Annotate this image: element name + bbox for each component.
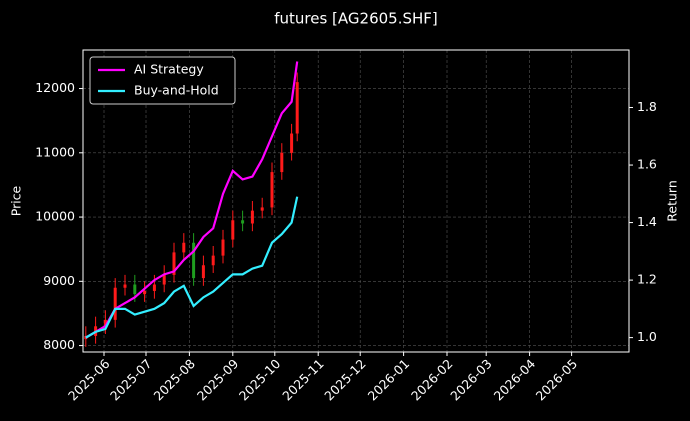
candle-body bbox=[260, 207, 264, 211]
y-tick-label: 11000 bbox=[35, 144, 75, 159]
candle-body bbox=[123, 284, 127, 288]
x-tick-label: 2025-08 bbox=[150, 356, 198, 404]
y2-tick-label: 1.4 bbox=[637, 214, 657, 229]
candle-body bbox=[172, 252, 176, 275]
candle-body bbox=[241, 220, 245, 224]
candle-body bbox=[221, 239, 225, 256]
candle-body bbox=[201, 265, 205, 279]
plot-frame bbox=[82, 49, 630, 353]
candle-body bbox=[231, 220, 235, 240]
y2-tick-label: 1.8 bbox=[637, 99, 657, 114]
y2-tick-label: 1.2 bbox=[637, 272, 657, 287]
x-tick-label: 2025-11 bbox=[279, 356, 327, 404]
x-tick-label: 2025-12 bbox=[321, 356, 369, 404]
candle-body bbox=[290, 133, 294, 153]
x-tick-label: 2025-10 bbox=[236, 356, 284, 404]
candle-body bbox=[192, 242, 196, 279]
candle-body bbox=[182, 242, 186, 253]
candle-body bbox=[280, 152, 284, 173]
candle-body bbox=[295, 82, 299, 134]
y-tick-label: 12000 bbox=[35, 80, 75, 95]
return-line bbox=[85, 196, 299, 339]
y2-tick-label: 1.6 bbox=[637, 157, 657, 172]
y2-tick-label: 1.0 bbox=[637, 329, 657, 344]
candle-body bbox=[133, 284, 137, 295]
y-tick-label: 9000 bbox=[43, 273, 75, 288]
chart-title: futures [AG2605.SHF] bbox=[274, 10, 438, 28]
y-tick-label: 10000 bbox=[35, 209, 75, 224]
candle-body bbox=[113, 287, 117, 320]
y2-axis-label: Return bbox=[665, 180, 680, 221]
legend-label: AI Strategy bbox=[134, 62, 204, 77]
candle-body bbox=[211, 255, 215, 266]
candle-body bbox=[250, 210, 254, 224]
x-tick-label: 2025-09 bbox=[194, 356, 242, 404]
y-axis-label: Price bbox=[9, 185, 24, 216]
legend-label: Buy-and-Hold bbox=[134, 83, 219, 98]
x-tick-label: 2025-06 bbox=[65, 356, 113, 404]
legend-box bbox=[89, 56, 236, 105]
x-tick-label: 2026-01 bbox=[365, 356, 413, 404]
candle-body bbox=[270, 172, 274, 208]
candle-body bbox=[162, 274, 166, 285]
candle-body bbox=[152, 284, 156, 291]
candle-body bbox=[143, 290, 147, 295]
x-tick-label: 2026-03 bbox=[447, 356, 495, 404]
x-tick-label: 2026-04 bbox=[491, 356, 539, 404]
x-tick-label: 2026-02 bbox=[408, 356, 456, 404]
x-tick-label: 2026-05 bbox=[533, 356, 581, 404]
candle-body bbox=[103, 319, 107, 327]
x-tick-label: 2025-07 bbox=[107, 356, 155, 404]
return-line bbox=[85, 61, 299, 339]
y-tick-label: 8000 bbox=[43, 337, 75, 352]
